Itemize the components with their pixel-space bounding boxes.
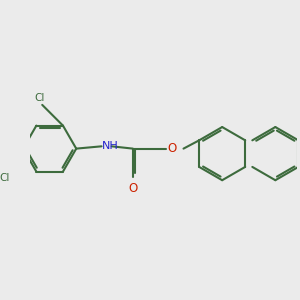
Text: O: O: [128, 182, 137, 195]
Text: Cl: Cl: [0, 172, 10, 183]
Text: NH: NH: [102, 141, 118, 151]
Text: Cl: Cl: [35, 93, 45, 103]
Text: O: O: [167, 142, 176, 155]
